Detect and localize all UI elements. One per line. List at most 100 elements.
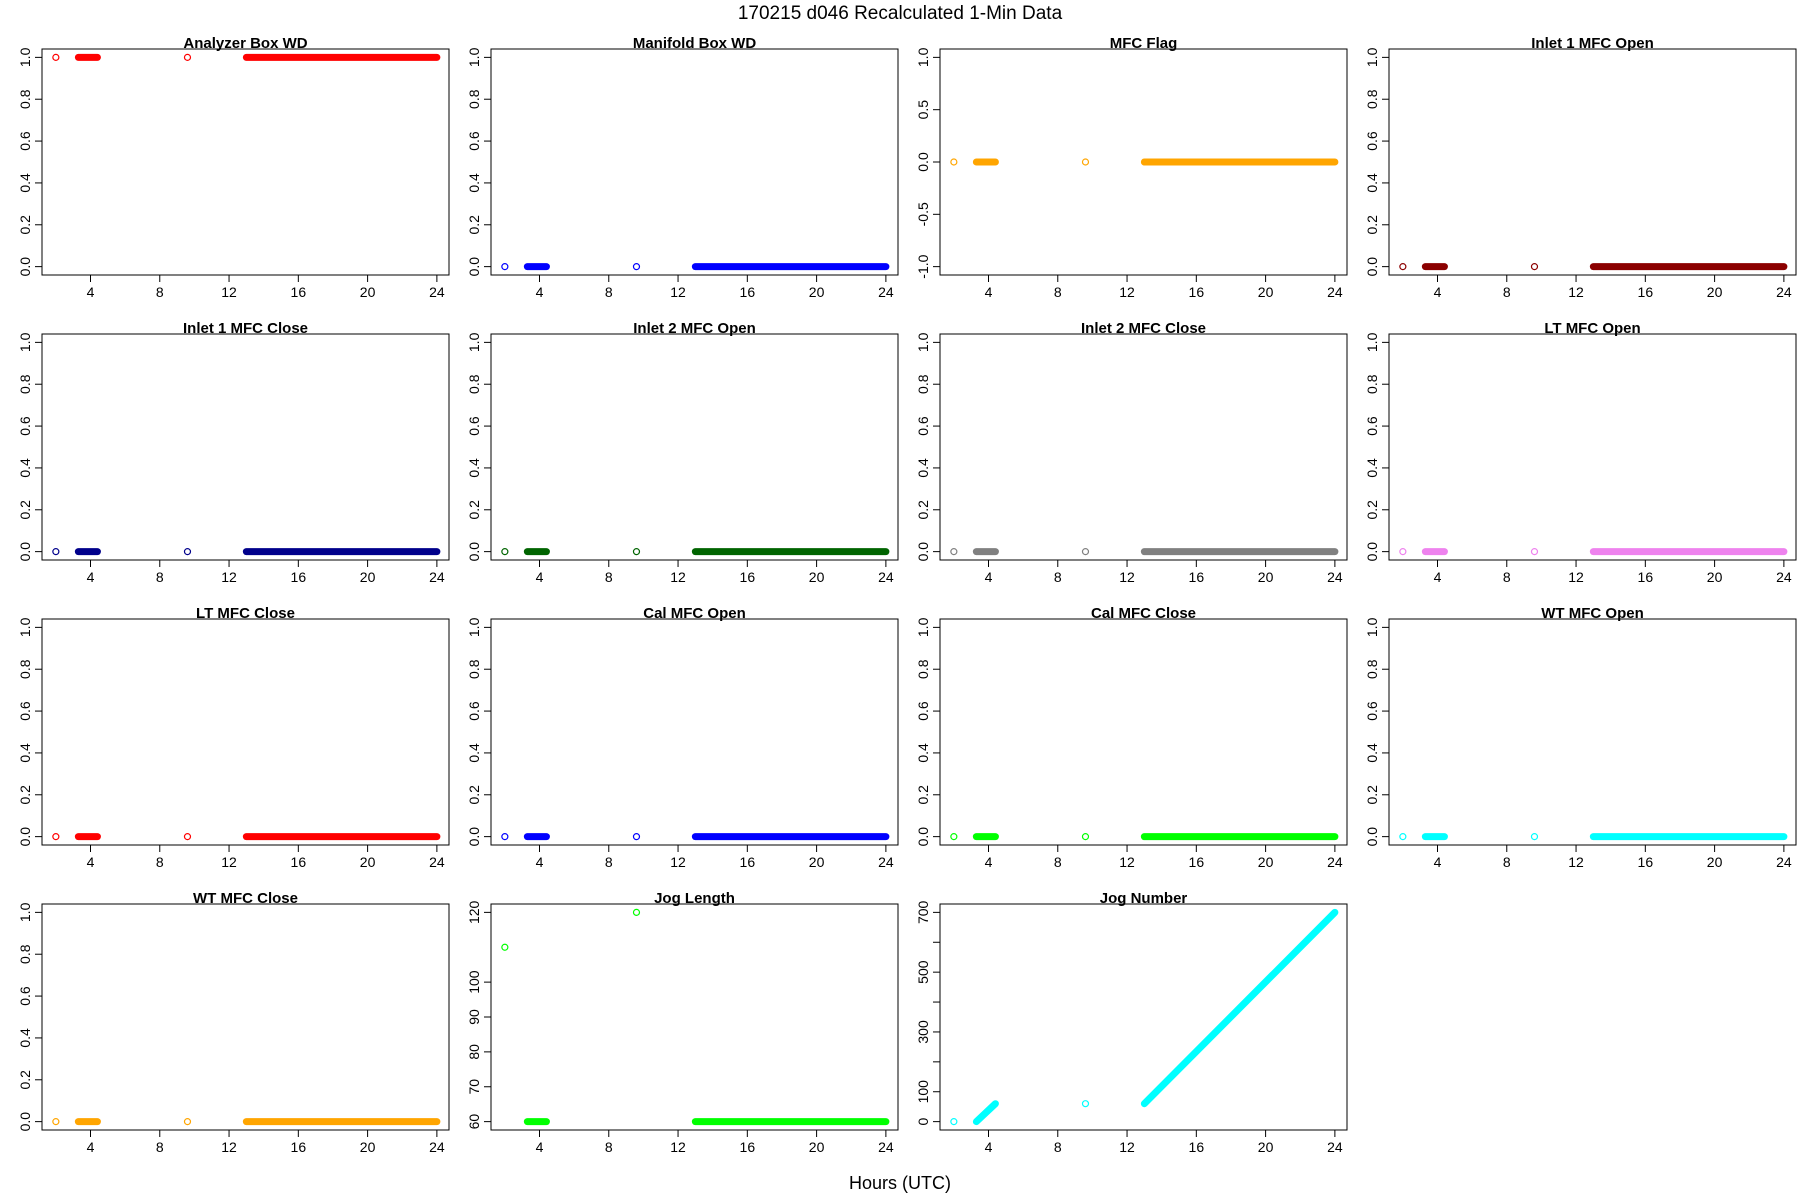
y-tick-label: 0.0 [915, 152, 931, 172]
x-tick-label: 4 [536, 569, 544, 585]
y-tick-label: 0.4 [466, 743, 482, 763]
x-tick-label: 8 [156, 284, 164, 300]
y-tick-label: 0.8 [17, 659, 33, 679]
data-point [950, 833, 958, 841]
x-tick-label: 8 [156, 1139, 164, 1155]
x-tick-label: 8 [605, 1139, 613, 1155]
y-tick-label: 0.6 [17, 131, 33, 151]
data-point [1081, 158, 1090, 166]
x-tick-label: 4 [1434, 569, 1442, 585]
plot-frame [939, 333, 1348, 561]
x-tick-label: 24 [1776, 854, 1792, 870]
y-tick-label: 0.6 [17, 701, 33, 721]
y-tick-label: 0.4 [915, 743, 931, 763]
y-tick-label: 0.0 [1364, 827, 1380, 847]
x-tick-label: 20 [809, 854, 825, 870]
x-tick-label: 20 [1258, 854, 1274, 870]
x-tick-label: 12 [670, 284, 686, 300]
panel-title: Manifold Box WD [633, 35, 756, 52]
y-tick-label: 0.4 [17, 458, 33, 478]
x-tick-label: 4 [87, 1139, 95, 1155]
y-tick-label: 0.2 [466, 500, 482, 520]
x-tick-label: 20 [360, 854, 376, 870]
x-tick-label: 16 [1189, 854, 1205, 870]
x-tick-label: 24 [429, 854, 445, 870]
x-tick-label: 20 [1707, 854, 1723, 870]
x-tick-label: 16 [740, 1139, 756, 1155]
y-tick-label: 0.0 [466, 542, 482, 562]
y-tick-label: 0.2 [17, 215, 33, 235]
x-tick-label: 24 [1327, 854, 1343, 870]
x-tick-label: 24 [1776, 284, 1792, 300]
panel-13: WT MFC Close 4 8 12 16 20 24 0.0 0.2 0.4 0.6 0.8 1.0 [17, 890, 450, 1155]
y-tick-label: 0.8 [466, 659, 482, 679]
y-tick-label: 0.4 [17, 173, 33, 193]
x-tick-label: 16 [1638, 854, 1654, 870]
x-tick-label: 16 [1189, 284, 1205, 300]
panel-11: Cal MFC Close 4 8 12 16 20 24 0.0 0.2 0.4 0.6 0.8 1.… [915, 605, 1348, 870]
data-point [950, 1118, 958, 1126]
y-tick-label: 90 [466, 1009, 482, 1025]
y-tick-label: 0.6 [1364, 701, 1380, 721]
x-tick-label: 24 [878, 569, 894, 585]
y-tick-label: 100 [915, 1080, 931, 1104]
y-tick-label: 0.2 [17, 1070, 33, 1090]
y-tick-label: 1.0 [466, 47, 482, 67]
data-point [1530, 548, 1539, 556]
y-tick-label: 0.8 [17, 89, 33, 109]
x-tick-label: 16 [1189, 1139, 1205, 1155]
plot-frame [41, 48, 450, 276]
y-tick-label: 0.4 [1364, 743, 1380, 763]
panel-title: LT MFC Close [196, 605, 295, 622]
x-tick-label: 12 [1119, 854, 1135, 870]
x-tick-label: 4 [87, 284, 95, 300]
y-tick-label: 0.4 [17, 743, 33, 763]
y-tick-label: 1.0 [1364, 332, 1380, 352]
panel-15: Jog Number 4 8 12 16 20 24 0 100 300 500 700 [915, 890, 1348, 1155]
x-tick-label: 16 [1638, 284, 1654, 300]
y-tick-label: 0.4 [466, 173, 482, 193]
x-tick-label: 8 [1503, 569, 1511, 585]
x-tick-label: 8 [1054, 569, 1062, 585]
panel-title: Inlet 2 MFC Open [633, 320, 756, 337]
x-tick-label: 12 [1568, 569, 1584, 585]
x-tick-label: 12 [1119, 1139, 1135, 1155]
plot-frame [939, 618, 1348, 846]
data-point [1530, 263, 1539, 271]
y-tick-label: 0.2 [17, 785, 33, 805]
data-point [501, 833, 509, 841]
x-tick-label: 8 [1054, 1139, 1062, 1155]
x-tick-label: 20 [1258, 569, 1274, 585]
data-point [1399, 548, 1407, 556]
y-tick-label: 1.0 [1364, 617, 1380, 637]
data-point [950, 548, 958, 556]
x-tick-label: 8 [156, 854, 164, 870]
x-tick-label: 24 [1327, 569, 1343, 585]
data-point [1399, 833, 1407, 841]
x-tick-label: 24 [878, 854, 894, 870]
y-tick-label: 1.0 [17, 47, 33, 67]
y-tick-label: 0.2 [1364, 785, 1380, 805]
y-tick-label: 1.0 [915, 47, 931, 67]
y-tick-label: 0.6 [466, 416, 482, 436]
y-tick-label: 0.0 [17, 827, 33, 847]
panel-1: Analyzer Box WD 4 8 12 16 20 24 0.0 0.2 0.4 0.6 0.8… [17, 35, 450, 300]
y-tick-label: 0.8 [915, 374, 931, 394]
y-tick-label: 80 [466, 1044, 482, 1060]
data-point [501, 943, 509, 951]
x-tick-label: 12 [670, 569, 686, 585]
x-tick-label: 20 [360, 284, 376, 300]
y-tick-label: 0.8 [17, 944, 33, 964]
x-tick-label: 24 [429, 1139, 445, 1155]
y-tick-label: -1.0 [915, 254, 931, 278]
x-tick-label: 4 [536, 284, 544, 300]
panel-8: LT MFC Open 4 8 12 16 20 24 0.0 0.2 0.4 0.6 0.8 1.0 [1364, 320, 1797, 585]
data-point [52, 833, 60, 841]
panel-6: Inlet 2 MFC Open 4 8 12 16 20 24 0.0 0.2 0.4 0.6 0.… [466, 320, 899, 585]
y-tick-label: 0.6 [915, 701, 931, 721]
data-point [1081, 1100, 1090, 1108]
data-points-series [1140, 908, 1339, 1108]
x-tick-label: 4 [536, 854, 544, 870]
y-tick-label: 0.6 [466, 701, 482, 721]
x-tick-label: 16 [1638, 569, 1654, 585]
